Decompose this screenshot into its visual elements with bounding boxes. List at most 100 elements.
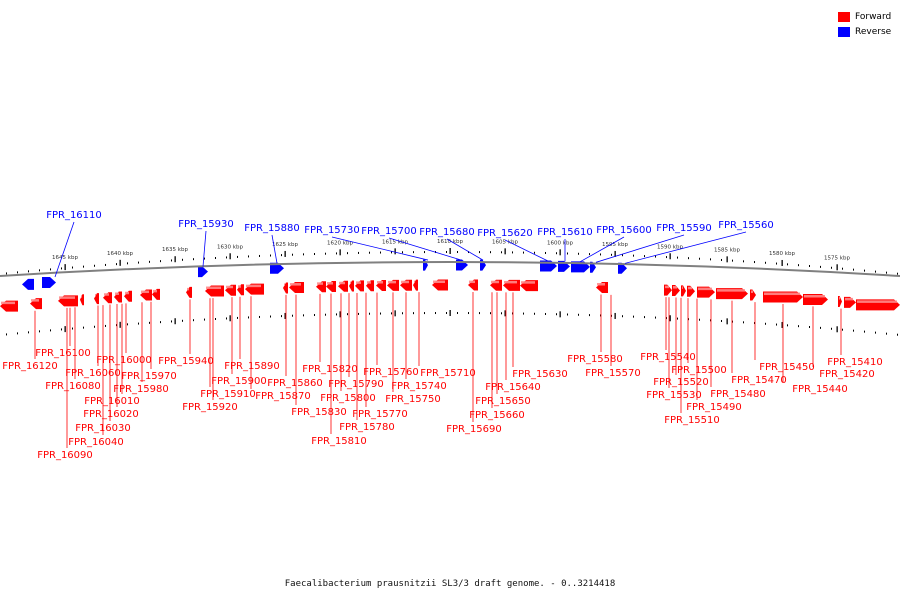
forward-gene-label: FPR_15740 bbox=[391, 381, 447, 392]
minor-tick-bottom bbox=[457, 312, 458, 315]
legend-item-reverse: Reverse bbox=[838, 24, 891, 39]
minor-tick-bottom bbox=[732, 320, 733, 323]
forward-gene-arrow-highlight bbox=[845, 297, 853, 301]
forward-gene-arrow-highlight bbox=[717, 289, 745, 292]
minor-tick-top bbox=[611, 253, 612, 256]
minor-tick-bottom bbox=[600, 314, 601, 317]
minor-tick-top bbox=[314, 253, 315, 256]
minor-tick-bottom bbox=[413, 312, 414, 315]
major-tick-bottom bbox=[669, 315, 671, 322]
major-tick-top bbox=[836, 264, 838, 271]
forward-gene-arrow-highlight bbox=[388, 280, 396, 284]
forward-gene-arrow bbox=[349, 280, 354, 292]
minor-tick-bottom bbox=[182, 319, 183, 322]
forward-gene-arrow-highlight bbox=[597, 283, 605, 286]
minor-tick-top bbox=[61, 267, 62, 270]
minor-tick-top bbox=[369, 251, 370, 254]
scale-label: 1580 kbp bbox=[769, 251, 795, 257]
minor-tick-bottom bbox=[435, 312, 436, 315]
forward-gene-arrow bbox=[376, 280, 386, 292]
forward-gene-arrow-highlight bbox=[153, 289, 157, 293]
minor-tick-bottom bbox=[369, 312, 370, 315]
minor-tick-bottom bbox=[204, 318, 205, 321]
minor-tick-bottom bbox=[875, 331, 876, 334]
minor-tick-bottom bbox=[688, 318, 689, 321]
forward-gene-arrow-highlight bbox=[491, 280, 499, 284]
minor-tick-bottom bbox=[6, 333, 7, 336]
minor-tick-bottom bbox=[292, 314, 293, 317]
major-tick-top bbox=[394, 248, 396, 255]
forward-gene-label: FPR_15920 bbox=[182, 402, 238, 413]
scale-label: 1575 kbp bbox=[824, 255, 850, 261]
minor-tick-bottom bbox=[39, 330, 40, 333]
forward-gene-arrow-highlight bbox=[356, 281, 361, 284]
forward-gene-label: FPR_15970 bbox=[121, 371, 177, 382]
major-tick-top bbox=[229, 253, 231, 260]
major-tick-bottom bbox=[119, 321, 121, 328]
minor-tick-bottom bbox=[567, 313, 568, 316]
minor-tick-bottom bbox=[215, 317, 216, 320]
minor-tick-top bbox=[831, 266, 832, 269]
minor-tick-bottom bbox=[347, 313, 348, 316]
reverse-label-leader bbox=[446, 238, 484, 261]
scale-label: 1595 kbp bbox=[602, 242, 628, 248]
reverse-label-leader bbox=[202, 230, 207, 267]
minor-tick-top bbox=[699, 257, 700, 260]
minor-tick-top bbox=[842, 267, 843, 270]
forward-gene-arrow-highlight bbox=[698, 287, 712, 291]
minor-tick-bottom bbox=[479, 312, 480, 315]
minor-tick-bottom bbox=[776, 323, 777, 326]
forward-gene-arrow-highlight bbox=[81, 295, 82, 298]
minor-tick-top bbox=[116, 263, 117, 266]
major-tick-bottom bbox=[64, 326, 66, 333]
forward-gene-label: FPR_15640 bbox=[485, 382, 541, 393]
forward-gene-label: FPR_15530 bbox=[646, 390, 702, 401]
forward-genes-group bbox=[0, 279, 900, 312]
minor-tick-top bbox=[303, 253, 304, 256]
minor-tick-top bbox=[248, 255, 249, 258]
forward-gene-arrow-highlight bbox=[377, 281, 383, 284]
forward-gene-label: FPR_16060 bbox=[65, 368, 121, 379]
minor-tick-bottom bbox=[116, 324, 117, 327]
minor-tick-bottom bbox=[138, 322, 139, 325]
minor-tick-bottom bbox=[127, 323, 128, 326]
minor-tick-bottom bbox=[94, 325, 95, 328]
forward-gene-label: FPR_15710 bbox=[420, 368, 476, 379]
minor-tick-top bbox=[226, 256, 227, 259]
minor-tick-bottom bbox=[644, 316, 645, 319]
minor-tick-bottom bbox=[512, 312, 513, 315]
minor-tick-bottom bbox=[358, 312, 359, 315]
minor-tick-top bbox=[578, 252, 579, 255]
minor-tick-top bbox=[358, 251, 359, 254]
reverse-gene-arrow bbox=[198, 266, 208, 278]
reverse-gene-label: FPR_15620 bbox=[477, 228, 533, 239]
minor-tick-bottom bbox=[226, 317, 227, 320]
forward-gene-label: FPR_15490 bbox=[686, 402, 742, 413]
forward-gene-arrow-highlight bbox=[187, 287, 189, 291]
minor-tick-top bbox=[853, 268, 854, 271]
forward-gene-label: FPR_15770 bbox=[352, 409, 408, 420]
forward-gene-label: FPR_15500 bbox=[671, 365, 727, 376]
forward-gene-arrow bbox=[355, 280, 364, 292]
minor-tick-top bbox=[886, 271, 887, 274]
minor-tick-top bbox=[259, 254, 260, 257]
minor-tick-top bbox=[523, 251, 524, 254]
minor-tick-top bbox=[721, 258, 722, 261]
forward-gene-label: FPR_15510 bbox=[664, 415, 720, 426]
major-tick-bottom bbox=[559, 311, 561, 318]
minor-tick-bottom bbox=[468, 312, 469, 315]
minor-tick-bottom bbox=[28, 331, 29, 334]
minor-tick-top bbox=[600, 253, 601, 256]
reverse-label-leader bbox=[504, 239, 549, 262]
major-tick-bottom bbox=[781, 321, 783, 328]
forward-gene-arrow-highlight bbox=[1, 301, 15, 305]
minor-tick-bottom bbox=[424, 312, 425, 315]
forward-gene-arrow-highlight bbox=[339, 281, 345, 285]
forward-gene-arrow-highlight bbox=[401, 280, 409, 284]
forward-gene-arrow bbox=[94, 293, 99, 305]
major-tick-bottom bbox=[614, 312, 616, 319]
minor-tick-top bbox=[512, 251, 513, 254]
minor-tick-bottom bbox=[699, 318, 700, 321]
minor-tick-top bbox=[864, 269, 865, 272]
minor-tick-top bbox=[798, 264, 799, 267]
